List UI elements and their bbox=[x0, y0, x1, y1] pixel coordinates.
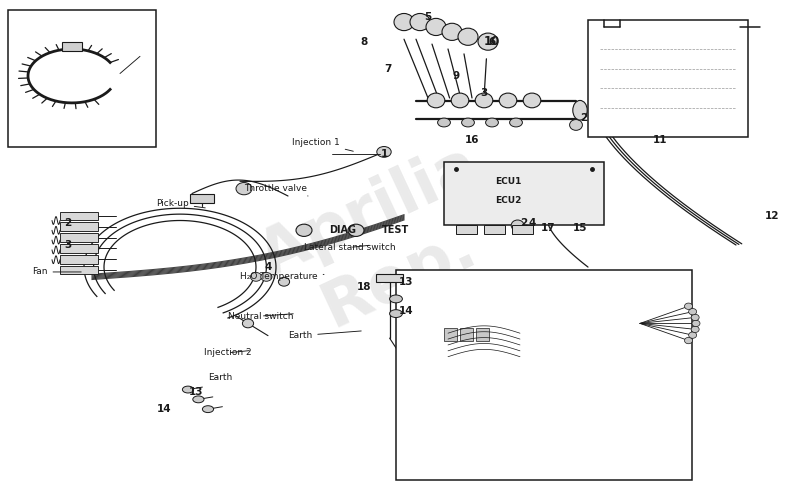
Ellipse shape bbox=[250, 272, 262, 281]
Bar bbox=[512, 225, 533, 234]
Ellipse shape bbox=[426, 19, 446, 36]
Ellipse shape bbox=[462, 118, 474, 127]
Bar bbox=[444, 328, 457, 341]
Text: 10: 10 bbox=[484, 35, 500, 48]
Bar bbox=[62, 42, 82, 51]
Bar bbox=[376, 274, 403, 282]
Text: 11: 11 bbox=[653, 135, 667, 145]
Text: 12: 12 bbox=[765, 211, 779, 220]
Text: 2: 2 bbox=[64, 218, 72, 228]
Text: 13: 13 bbox=[189, 387, 203, 397]
Ellipse shape bbox=[442, 23, 462, 40]
Text: ECU1: ECU1 bbox=[495, 177, 521, 186]
Bar bbox=[60, 266, 98, 274]
Ellipse shape bbox=[410, 13, 430, 30]
Ellipse shape bbox=[261, 272, 272, 281]
Text: H₂O Temperature: H₂O Temperature bbox=[240, 272, 324, 281]
Text: 2: 2 bbox=[520, 218, 528, 228]
Text: Injection 2: Injection 2 bbox=[204, 348, 252, 357]
Text: 5: 5 bbox=[424, 12, 432, 22]
Bar bbox=[444, 162, 604, 225]
Bar bbox=[484, 225, 505, 234]
Ellipse shape bbox=[573, 100, 587, 120]
Text: ECU2: ECU2 bbox=[495, 196, 521, 205]
Text: 14: 14 bbox=[399, 306, 414, 316]
Text: 1: 1 bbox=[380, 149, 388, 159]
Circle shape bbox=[202, 406, 214, 413]
Ellipse shape bbox=[348, 224, 364, 236]
Bar bbox=[190, 194, 214, 203]
Ellipse shape bbox=[685, 303, 693, 310]
Text: 17: 17 bbox=[541, 223, 555, 233]
Text: 4: 4 bbox=[264, 262, 272, 272]
Bar bbox=[60, 222, 98, 231]
Bar bbox=[60, 255, 98, 264]
Ellipse shape bbox=[523, 93, 541, 108]
Text: 3: 3 bbox=[480, 88, 488, 98]
Text: 2: 2 bbox=[580, 113, 588, 122]
Ellipse shape bbox=[475, 93, 493, 108]
Ellipse shape bbox=[278, 277, 290, 286]
Bar bbox=[8, 10, 156, 147]
Bar bbox=[60, 212, 98, 220]
Text: 4: 4 bbox=[528, 218, 536, 228]
Ellipse shape bbox=[689, 332, 697, 338]
Ellipse shape bbox=[486, 118, 498, 127]
Circle shape bbox=[390, 295, 402, 303]
Ellipse shape bbox=[296, 224, 312, 236]
Ellipse shape bbox=[692, 320, 700, 327]
Text: Aprilia
Rep.: Aprilia Rep. bbox=[249, 135, 519, 355]
Text: 18: 18 bbox=[357, 282, 371, 292]
Ellipse shape bbox=[691, 326, 699, 333]
Text: Throttle valve: Throttle valve bbox=[244, 184, 308, 196]
Circle shape bbox=[193, 396, 204, 403]
Ellipse shape bbox=[394, 13, 414, 30]
Ellipse shape bbox=[691, 314, 699, 320]
Ellipse shape bbox=[438, 118, 450, 127]
Text: 9: 9 bbox=[453, 71, 459, 81]
Text: Earth: Earth bbox=[288, 331, 362, 340]
Ellipse shape bbox=[570, 120, 582, 130]
Bar bbox=[60, 233, 98, 242]
Text: Injection 1: Injection 1 bbox=[292, 138, 354, 151]
Text: Lateral stand switch: Lateral stand switch bbox=[304, 243, 396, 252]
Text: DIAG: DIAG bbox=[329, 225, 356, 235]
Text: Pick-up: Pick-up bbox=[156, 199, 206, 208]
Text: Fan: Fan bbox=[32, 268, 82, 276]
Bar bbox=[456, 225, 477, 234]
Text: 13: 13 bbox=[399, 277, 414, 287]
Text: 16: 16 bbox=[465, 135, 479, 145]
Text: 7: 7 bbox=[384, 64, 392, 74]
Bar bbox=[60, 244, 98, 253]
Text: Earth: Earth bbox=[208, 373, 232, 382]
Circle shape bbox=[182, 386, 194, 393]
Bar bbox=[460, 328, 473, 341]
Ellipse shape bbox=[377, 147, 391, 157]
Text: 15: 15 bbox=[573, 223, 587, 233]
Ellipse shape bbox=[511, 220, 524, 231]
Text: TEST: TEST bbox=[382, 225, 410, 235]
Text: 3: 3 bbox=[64, 240, 72, 250]
Ellipse shape bbox=[689, 309, 697, 315]
Ellipse shape bbox=[685, 337, 693, 344]
Ellipse shape bbox=[451, 93, 469, 108]
Ellipse shape bbox=[510, 118, 522, 127]
Text: 6: 6 bbox=[488, 37, 496, 47]
Ellipse shape bbox=[242, 319, 254, 328]
Ellipse shape bbox=[478, 33, 498, 50]
Ellipse shape bbox=[458, 28, 478, 46]
Bar bbox=[588, 20, 748, 137]
Text: 8: 8 bbox=[360, 37, 368, 47]
Text: 14: 14 bbox=[157, 404, 171, 414]
Ellipse shape bbox=[499, 93, 517, 108]
Circle shape bbox=[390, 310, 402, 318]
Ellipse shape bbox=[427, 93, 445, 108]
Text: Neutral switch: Neutral switch bbox=[228, 312, 294, 320]
Bar bbox=[476, 328, 489, 341]
Ellipse shape bbox=[236, 183, 252, 195]
Bar bbox=[396, 270, 692, 480]
